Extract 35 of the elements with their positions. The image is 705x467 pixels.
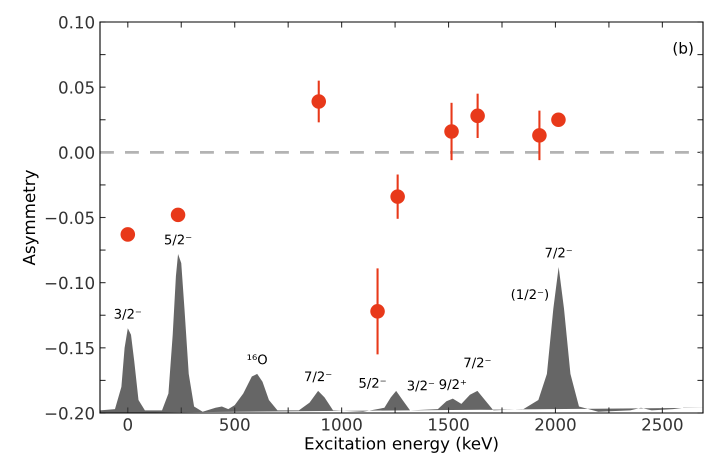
annotation: (b)	[674, 42, 693, 56]
x-tick-label: 500	[220, 418, 250, 431]
point	[311, 94, 326, 109]
annotation: 5/2⁻	[359, 378, 386, 389]
annotation: 5/2⁻	[164, 234, 192, 246]
point	[470, 108, 485, 124]
x-tick-label: 2000	[535, 418, 576, 431]
x-tick-label: 1000	[322, 418, 362, 431]
point	[444, 124, 459, 139]
y-tick-label: −0.20	[46, 406, 94, 420]
annotation: 3/2⁻	[114, 308, 142, 320]
point	[370, 304, 385, 319]
annotation: 7/2⁻	[305, 371, 332, 382]
x-axis-title: Excitation energy (keV)	[306, 436, 498, 453]
annotation: 9/2⁺	[440, 379, 466, 390]
y-tick-label: 0.05	[59, 81, 94, 94]
y-tick-label: −0.10	[46, 276, 94, 290]
y-tick-label: −0.15	[46, 342, 94, 354]
point	[532, 128, 547, 143]
point	[551, 112, 566, 128]
x-tick-label: 1500	[429, 418, 469, 431]
annotation: ¹⁶O	[248, 354, 267, 364]
y-tick-label: 0.10	[59, 16, 94, 29]
annotation: 7/2⁻	[546, 248, 572, 259]
annotation: 7/2⁻	[464, 357, 491, 368]
point	[390, 189, 405, 204]
point	[170, 208, 186, 222]
point	[120, 227, 136, 242]
y-axis-title: Asymmetry	[22, 170, 39, 266]
y-tick-label: −0.05	[46, 211, 94, 224]
annotation: (1/2⁻)	[512, 289, 548, 301]
annotation: 3/2⁻	[408, 380, 434, 392]
x-tick-label: 2500	[642, 418, 682, 431]
x-tick-label: 0	[124, 418, 132, 431]
y-tick-label: 0.00	[59, 146, 94, 159]
